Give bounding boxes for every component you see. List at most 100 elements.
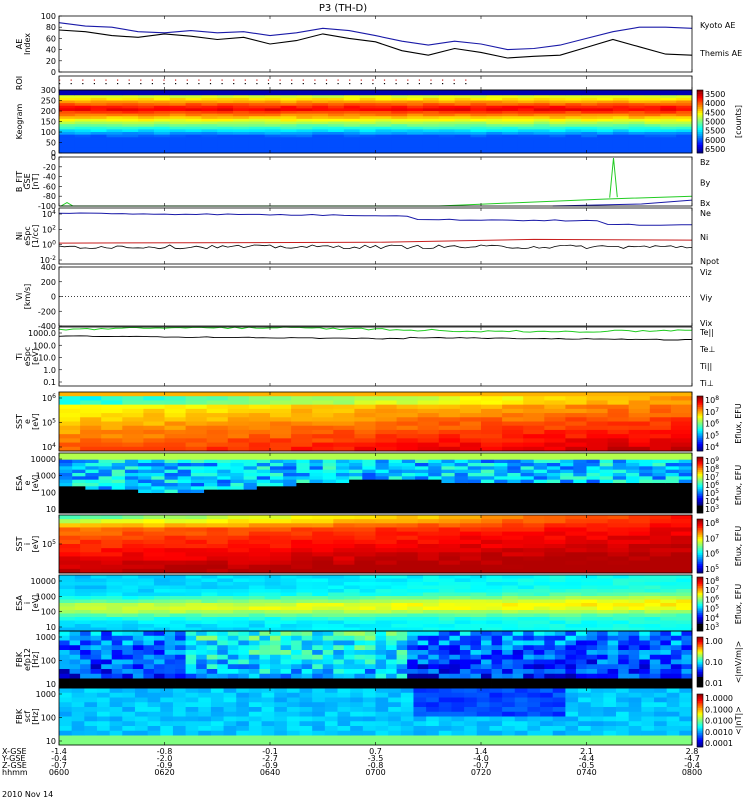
esa-i-cell [454,589,471,593]
sst-e-cell [544,404,566,410]
sst-i-cell [248,515,271,520]
roi-marker [175,83,177,85]
esa-i-cell [169,627,186,632]
keogram-cell [248,134,266,138]
keogram-cell [185,145,202,149]
sst-i-cell [607,523,630,528]
esa-e-cell [270,503,284,507]
fbk-scm-cell [362,692,376,698]
fbk-e-cell [185,631,197,637]
keogram-cell [407,129,424,133]
sst-e-cell [586,425,608,431]
fbk-e-cell [132,640,144,646]
keogram-cell [407,113,424,117]
fbk-e-cell [607,631,619,637]
keogram-cell [106,116,123,120]
keogram-cell [138,129,155,133]
fbk-scm-cell [641,707,655,713]
fbk-scm-cell [438,721,452,727]
esa-e-cell [256,459,271,464]
keogram-cell [581,90,598,94]
esa-e-cell [283,489,297,494]
esa-i-cell [233,620,250,625]
keogram-cell [169,95,186,99]
esa-e-cell [296,453,310,457]
esa-e-cell [177,479,192,484]
esa-e-cell [59,499,73,504]
esa-i-cell [422,585,440,590]
fbk-e-cell [312,664,324,670]
keogram-cell [74,147,92,151]
fbk-e-cell [122,654,134,660]
esa-e-cell [85,473,99,477]
fbk-e-cell [681,650,693,656]
esa-i-cell [486,627,503,632]
sst-e-cell [586,434,608,439]
colorbar-cell [697,479,703,482]
keogram-cell [312,103,329,107]
keogram-cell [375,113,392,117]
sst-i-cell [459,527,482,532]
fbk-e-cell [681,669,693,675]
colorbar-cell [697,526,703,529]
keogram-cell [438,150,456,154]
fbk-scm-cell [603,711,617,717]
sst-i-cell [670,544,693,549]
fbk-e-cell [122,635,134,641]
keogram-cell [660,111,677,115]
fbk-e-cell [259,640,271,646]
sst-i-cell [586,527,608,532]
fbk-e-cell [354,678,366,684]
fbk-scm-cell [552,702,566,708]
colorbar-cell [697,650,703,653]
sst-i-cell [122,548,144,553]
keogram-cell [533,129,550,133]
sst-e-cell [185,417,208,422]
sst-e-cell [354,438,376,443]
sst-e-cell [248,392,271,397]
esa-e-cell [573,509,587,514]
fbk-scm-cell [134,716,149,722]
colorbar-cell [697,121,703,124]
sst-e-cell [354,429,376,435]
sst-e-cell [270,425,292,431]
esa-e-cell [678,476,693,481]
keogram-cell [185,105,202,109]
keogram-cell [233,139,250,143]
keogram-cell [328,111,345,115]
esa-e-cell [401,459,416,464]
keogram-cell [612,97,630,101]
sst-e-cell [544,396,566,401]
colorbar-cell [697,92,703,95]
fbk-e-cell [597,631,608,637]
keogram-cell [454,103,471,107]
esa-i-cell [660,575,677,579]
keogram-cell [628,90,645,94]
fbk-e-cell [196,664,208,670]
fbk-scm-cell [654,735,668,741]
colorbar-cell [697,412,703,415]
keogram-cell [438,118,456,122]
colorbar-cell [697,567,703,570]
fbk-scm-cell [210,735,224,741]
esa-e-cell [375,489,390,494]
fbk-e-cell [375,669,387,675]
fbk-e-cell [248,631,260,637]
roi-marker [186,79,188,81]
fbk-e-cell [333,645,345,651]
fbk-e-cell [565,659,577,665]
esa-e-cell [454,503,469,507]
esa-e-cell [72,456,86,461]
esa-e-cell [626,466,640,471]
keogram-cell [264,139,281,143]
colorbar-cell [697,546,703,549]
esa-i-cell [280,620,297,625]
fbk-e-cell [396,673,408,679]
esa-e-cell [520,509,535,514]
keogram-cell [660,95,677,99]
sst-i-cell [565,544,587,549]
fbk-e-cell [196,673,208,679]
esa-e-cell [401,463,416,467]
fbk-e-cell [59,659,70,665]
keogram-cell [375,121,392,125]
